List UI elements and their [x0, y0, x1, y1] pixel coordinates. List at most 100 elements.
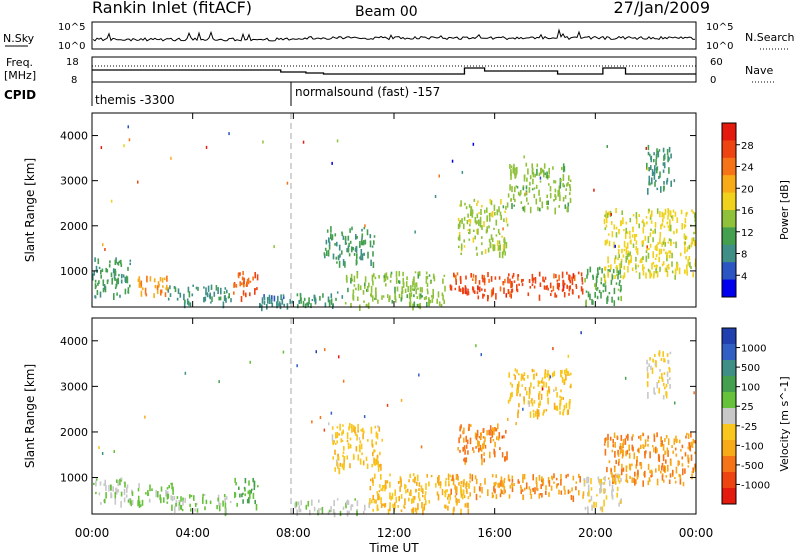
echo-cell [179, 505, 182, 510]
echo-cell [650, 365, 652, 370]
echo-cell [661, 263, 664, 267]
echo-cell [617, 449, 619, 456]
echo-cell [347, 248, 350, 253]
echo-cell [633, 452, 636, 460]
echo-cell [507, 276, 509, 284]
x-tick-label: 08:00 [276, 526, 311, 540]
echo-cell [549, 375, 552, 379]
echo-cell [359, 256, 361, 260]
echo-cell [356, 500, 359, 507]
echo-cell [513, 373, 515, 376]
echo-cell [351, 226, 353, 231]
echo-cell [468, 204, 471, 208]
echo-cell [371, 499, 373, 504]
echo-cell [539, 207, 541, 212]
echo-cell [620, 220, 622, 226]
echo-cell [651, 177, 653, 185]
echo-cell [623, 248, 626, 252]
echo-cell [475, 436, 478, 441]
echo-cell [458, 245, 460, 249]
echo-cell [405, 281, 408, 287]
echo-cell [334, 442, 337, 445]
echo-cell [252, 276, 254, 281]
echo-cell [165, 491, 168, 496]
echo-cell [202, 493, 204, 497]
echo-cell [444, 480, 447, 487]
echo-cell [540, 484, 542, 490]
echo-cell [95, 480, 97, 487]
echo-cell [414, 507, 417, 512]
echo-cell [317, 509, 319, 516]
echo-cell [480, 353, 482, 357]
echo-cell [530, 382, 532, 388]
echo-cell [508, 372, 510, 378]
echo-cell [412, 507, 415, 514]
echo-cell [364, 224, 366, 228]
echo-cell [476, 229, 478, 235]
echo-cell [492, 439, 495, 442]
echo-cell [481, 458, 483, 466]
echo-cell [644, 451, 646, 456]
echo-cell [532, 178, 534, 185]
echo-cell [191, 293, 194, 297]
echo-cell [681, 444, 684, 449]
echo-cell [282, 294, 285, 297]
echo-region [449, 271, 584, 302]
echo-cell [524, 387, 527, 391]
echo-cell [369, 234, 372, 239]
echo-cell [328, 237, 330, 243]
echo-cell [620, 261, 623, 269]
echo-cell [348, 253, 351, 257]
echo-cell [469, 218, 472, 223]
echo-region [457, 198, 509, 259]
echo-cell [395, 496, 397, 504]
echo-cell [514, 375, 516, 380]
colorbar-tick-label: 500 [741, 363, 760, 374]
echo-cell [596, 287, 599, 290]
echo-cell [557, 483, 559, 486]
echo-cell [646, 366, 649, 372]
echo-cell [694, 216, 696, 223]
echo-cell [183, 293, 185, 301]
echo-cell [403, 506, 406, 509]
echo-cell [138, 281, 141, 286]
echo-cell [559, 402, 561, 410]
echo-cell [456, 498, 458, 504]
echo-cell [182, 500, 184, 506]
echo-cell [498, 240, 501, 245]
echo-cell [360, 443, 363, 450]
echo-cell [513, 171, 516, 176]
echo-cell [649, 153, 651, 157]
echo-cell [507, 399, 510, 404]
echo-cell [102, 279, 105, 286]
echo-cell [338, 433, 340, 436]
echo-cell [627, 266, 629, 273]
echo-cell [463, 216, 466, 221]
echo-cell [104, 248, 106, 251]
echo-cell [462, 447, 464, 452]
echo-cell [600, 485, 602, 493]
echo-cell [538, 474, 541, 481]
echo-cell [123, 497, 126, 503]
echo-cell [115, 489, 118, 495]
echo-cell [553, 481, 555, 484]
echo-cell [614, 255, 617, 260]
echo-cell [661, 222, 664, 227]
echo-cell [478, 436, 481, 439]
echo-cell [426, 275, 429, 280]
echo-cell [652, 261, 655, 265]
echo-cell [562, 182, 564, 187]
echo-cell [499, 244, 501, 251]
echo-cell [656, 382, 658, 389]
echo-cell [495, 474, 497, 478]
echo-cell [653, 433, 655, 437]
echo-cell [408, 292, 411, 300]
echo-cell [337, 256, 340, 261]
echo-cell [619, 449, 622, 455]
echo-cell [691, 473, 693, 480]
echo-cell [425, 483, 427, 490]
echo-cell [94, 279, 97, 283]
echo-cell [665, 383, 668, 388]
echo-cell [298, 300, 300, 304]
echo-cell [465, 287, 467, 295]
